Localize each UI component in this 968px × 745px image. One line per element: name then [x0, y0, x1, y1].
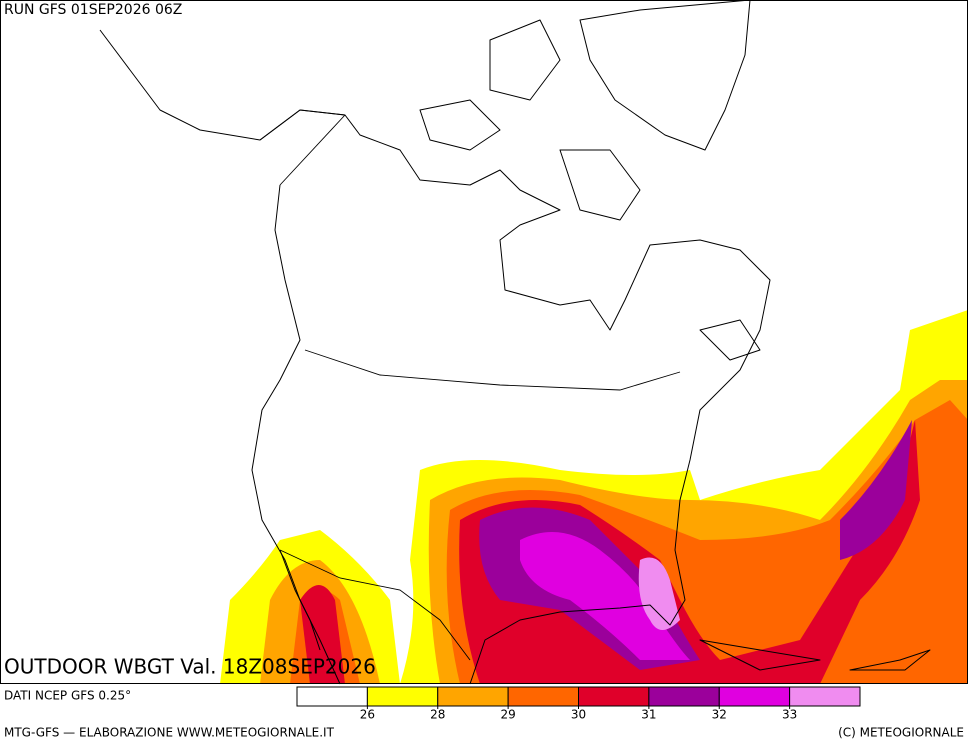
footer-right: (C) METEOGIORNALE: [838, 726, 964, 740]
legend-tick-label: 26: [360, 708, 375, 722]
legend-swatch: [789, 686, 861, 707]
map: RUN GFS 01SEP2026 06Z OUTDOOR WBGT Val. …: [0, 0, 968, 685]
legend-tick-label: 29: [500, 708, 515, 722]
heat-field: [220, 310, 968, 684]
coastline: [99, 0, 931, 685]
data-source: DATI NCEP GFS 0.25°: [4, 689, 131, 703]
legend-swatch: [507, 686, 579, 707]
map-title: OUTDOOR WBGT Val. 18Z08SEP2026: [4, 655, 376, 679]
color-legend: 26 28 29 30 31 32 33: [296, 686, 861, 722]
legend-tick-label: 30: [571, 708, 586, 722]
legend-swatch: [578, 686, 650, 707]
legend-swatch: [648, 686, 720, 707]
legend-tick-label: 32: [712, 708, 727, 722]
legend-swatch: [366, 686, 439, 707]
legend-tick-label: 33: [782, 708, 797, 722]
run-label: RUN GFS 01SEP2026 06Z: [4, 2, 182, 18]
political-border: [279, 114, 681, 661]
legend-tick-label: 31: [641, 708, 656, 722]
legend-swatch: [437, 686, 509, 707]
legend-tick-label: 28: [430, 708, 445, 722]
legend-swatch: [718, 686, 791, 707]
legend-swatch: [296, 686, 368, 707]
footer-left: MTG-GFS — ELABORAZIONE WWW.METEOGIORNALE…: [4, 726, 335, 740]
